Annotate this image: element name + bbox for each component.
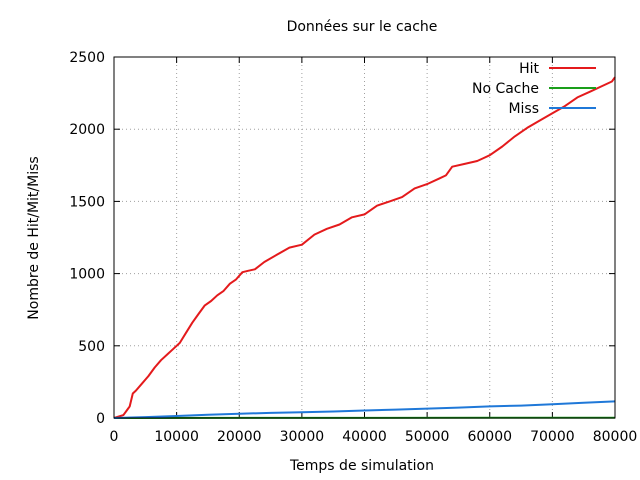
legend-label-no-cache: No Cache [472,81,539,97]
legend-label-hit: Hit [519,61,539,77]
y-tick-label: 0 [96,411,105,427]
x-tick-label: 20000 [217,429,262,445]
series-line-hit [113,76,616,419]
chart-title: Données sur le cache [287,19,438,35]
legend: Hit No Cache Miss [472,61,596,117]
y-tick-label: 1000 [69,267,105,283]
series-group [113,76,616,419]
plot-frame [113,56,616,419]
legend-label-miss: Miss [508,101,539,117]
grid [114,57,615,418]
x-tick-label: 0 [110,429,119,445]
x-tick-label: 70000 [530,429,575,445]
x-axis-label: Temps de simulation [289,458,434,474]
x-tick-label: 80000 [593,429,638,445]
y-tick-label: 2000 [69,122,105,138]
x-tick-label: 10000 [154,429,199,445]
x-tick-label: 40000 [342,429,387,445]
x-tick-label: 30000 [280,429,325,445]
y-tick-label: 1500 [69,194,105,210]
x-tick-label: 60000 [467,429,512,445]
y-tick-label: 500 [78,339,105,355]
series-line-miss [113,400,616,419]
x-tick-label: 50000 [405,429,450,445]
y-tick-label: 2500 [69,50,105,66]
tick-labels: 0 10000 20000 30000 40000 50000 60000 70000 8000… [69,50,637,445]
y-axis-label: Nombre de Hit/Mit/Miss [26,156,42,319]
